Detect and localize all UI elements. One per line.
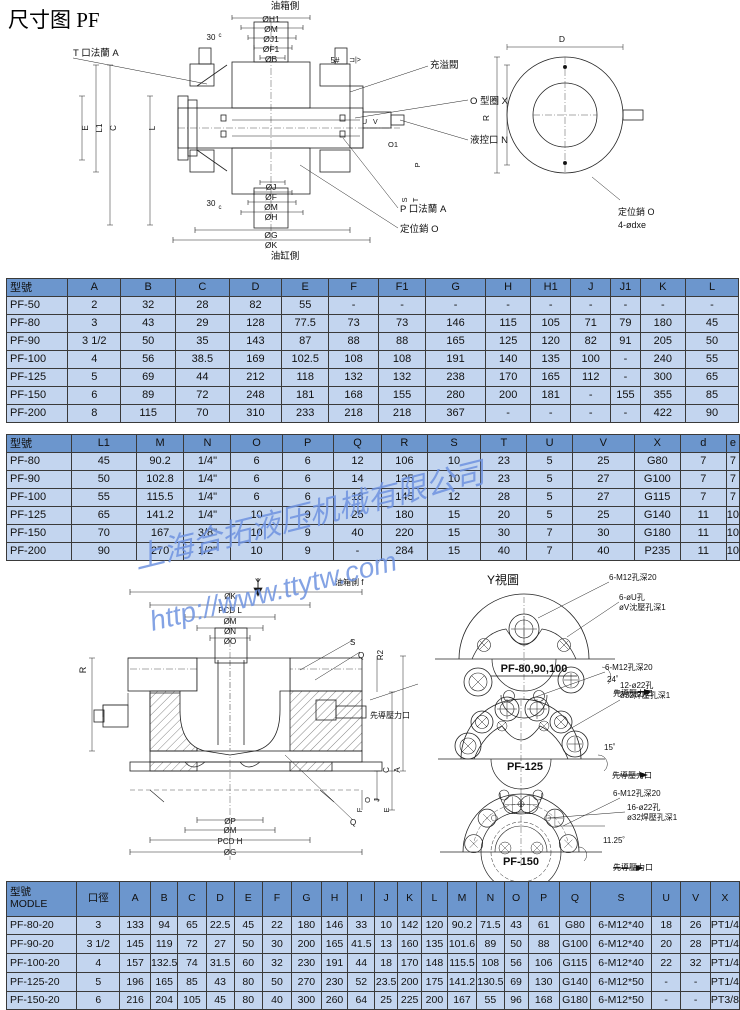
svg-text:先導壓力口: 先導壓力口	[370, 710, 410, 720]
svg-text:ø32焊壓孔深1: ø32焊壓孔深1	[620, 690, 671, 700]
svg-text:12-ø22孔: 12-ø22孔	[620, 681, 653, 690]
svg-text:PF-150: PF-150	[503, 856, 539, 868]
svg-text:S: S	[350, 638, 355, 647]
svg-text:6-M12孔深20: 6-M12孔深20	[609, 573, 657, 582]
svg-text:上海合拓液压机械有限公司: 上海合拓液压机械有限公司	[131, 456, 491, 576]
svg-text:O: O	[363, 797, 372, 803]
svg-text:PF-125: PF-125	[507, 761, 543, 773]
svg-text:6-M12孔深20: 6-M12孔深20	[605, 663, 653, 672]
svg-text:R: R	[78, 666, 88, 673]
svg-text:15゜: 15゜	[604, 743, 621, 752]
svg-text:11.25゜: 11.25゜	[603, 836, 630, 845]
svg-text:PF-80,90,100: PF-80,90,100	[501, 663, 568, 675]
svg-text:ø32焊壓孔深1: ø32焊壓孔深1	[627, 812, 678, 822]
svg-text:F: F	[355, 807, 364, 812]
svg-text:A: A	[393, 767, 402, 773]
svg-text:6-øU孔: 6-øU孔	[619, 593, 645, 602]
svg-text:øV沈壓孔深1: øV沈壓孔深1	[619, 602, 666, 612]
svg-text:Q: Q	[350, 818, 356, 827]
svg-text:Q: Q	[358, 651, 364, 660]
svg-text:R2: R2	[376, 649, 385, 660]
svg-text:16-ø22孔: 16-ø22孔	[627, 803, 660, 812]
svg-text:先導壓力口: 先導壓力口	[613, 862, 653, 872]
svg-text:先導壓力口: 先導壓力口	[612, 770, 652, 780]
svg-text:Y視圖: Y視圖	[487, 572, 519, 587]
svg-text:6-M12孔深20: 6-M12孔深20	[613, 789, 661, 798]
svg-text:C: C	[382, 767, 391, 773]
